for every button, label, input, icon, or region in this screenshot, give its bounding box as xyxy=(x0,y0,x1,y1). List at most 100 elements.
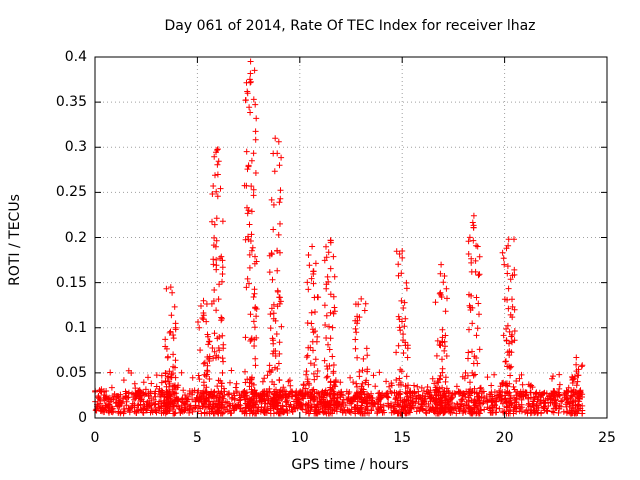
data-point xyxy=(311,401,318,408)
data-point xyxy=(572,401,579,408)
data-point xyxy=(304,320,311,326)
data-point xyxy=(465,355,471,362)
data-point xyxy=(344,396,351,403)
data-point xyxy=(502,395,508,402)
data-point xyxy=(312,394,318,401)
data-point xyxy=(247,238,254,244)
data-point xyxy=(525,394,532,401)
data-point xyxy=(270,301,277,308)
data-point xyxy=(151,390,158,397)
data-point xyxy=(402,410,409,417)
data-point xyxy=(544,408,551,415)
data-point xyxy=(357,405,364,412)
data-point xyxy=(286,390,293,397)
data-point xyxy=(454,401,461,408)
data-point xyxy=(340,401,347,408)
data-point xyxy=(195,319,201,325)
data-point xyxy=(271,168,278,175)
data-point xyxy=(434,337,441,344)
data-point xyxy=(252,305,259,312)
data-point xyxy=(172,397,179,403)
data-point xyxy=(312,356,319,363)
data-point xyxy=(332,377,339,384)
data-point xyxy=(541,407,548,414)
data-point xyxy=(393,377,400,383)
data-point xyxy=(206,338,213,345)
data-point xyxy=(436,290,443,297)
data-point xyxy=(337,379,344,386)
data-point xyxy=(522,409,529,416)
data-point xyxy=(321,257,328,264)
data-point xyxy=(518,404,525,411)
data-point xyxy=(261,375,268,382)
data-point xyxy=(135,389,142,396)
data-point xyxy=(443,285,450,292)
data-point xyxy=(133,409,140,416)
data-point xyxy=(274,247,281,254)
data-point xyxy=(311,376,318,383)
data-point xyxy=(453,383,460,390)
data-point xyxy=(247,311,254,318)
data-point xyxy=(465,251,472,257)
data-point xyxy=(322,387,329,394)
data-point xyxy=(472,371,478,378)
data-point xyxy=(324,273,331,280)
data-point xyxy=(314,373,321,380)
data-point xyxy=(380,402,387,409)
data-point xyxy=(393,349,400,356)
data-point xyxy=(213,307,220,314)
data-point xyxy=(303,407,310,413)
data-point xyxy=(507,395,514,401)
data-point xyxy=(219,393,226,400)
data-point xyxy=(250,186,257,193)
data-point xyxy=(326,323,332,330)
data-point xyxy=(487,391,494,398)
data-point xyxy=(399,254,406,261)
data-point xyxy=(364,352,371,359)
data-point xyxy=(171,390,178,397)
data-point xyxy=(129,400,136,407)
data-point xyxy=(453,410,460,417)
data-point xyxy=(278,323,285,330)
data-point xyxy=(211,221,218,228)
data-point xyxy=(131,404,138,411)
data-point xyxy=(131,380,138,387)
data-point xyxy=(145,393,152,399)
data-point xyxy=(197,347,204,354)
data-point xyxy=(311,294,318,301)
data-point xyxy=(272,317,279,324)
data-point xyxy=(248,386,255,393)
data-point xyxy=(247,109,254,116)
data-point xyxy=(355,395,361,402)
data-point xyxy=(270,310,277,317)
data-point xyxy=(410,398,416,405)
data-point xyxy=(282,392,289,399)
data-point xyxy=(363,345,370,352)
data-point xyxy=(276,199,283,206)
data-point xyxy=(266,368,273,375)
data-point xyxy=(289,389,296,396)
data-point xyxy=(570,376,577,383)
data-point xyxy=(251,343,258,349)
data-point xyxy=(251,290,258,297)
data-point xyxy=(277,220,283,227)
data-point xyxy=(488,409,495,416)
data-point xyxy=(249,390,256,397)
data-point xyxy=(413,408,420,415)
data-point xyxy=(276,410,283,417)
data-point xyxy=(181,407,188,414)
data-point xyxy=(168,398,175,405)
data-point xyxy=(441,273,448,279)
data-point xyxy=(469,348,475,355)
data-point xyxy=(401,396,408,403)
data-point xyxy=(245,162,252,169)
data-point xyxy=(206,376,213,382)
data-point xyxy=(172,326,179,333)
y-tick-label: 0.3 xyxy=(64,139,87,156)
data-point xyxy=(451,403,457,410)
data-point xyxy=(473,332,480,339)
x-tick-label: 15 xyxy=(393,430,412,446)
data-point xyxy=(131,394,137,401)
data-point xyxy=(172,374,179,381)
